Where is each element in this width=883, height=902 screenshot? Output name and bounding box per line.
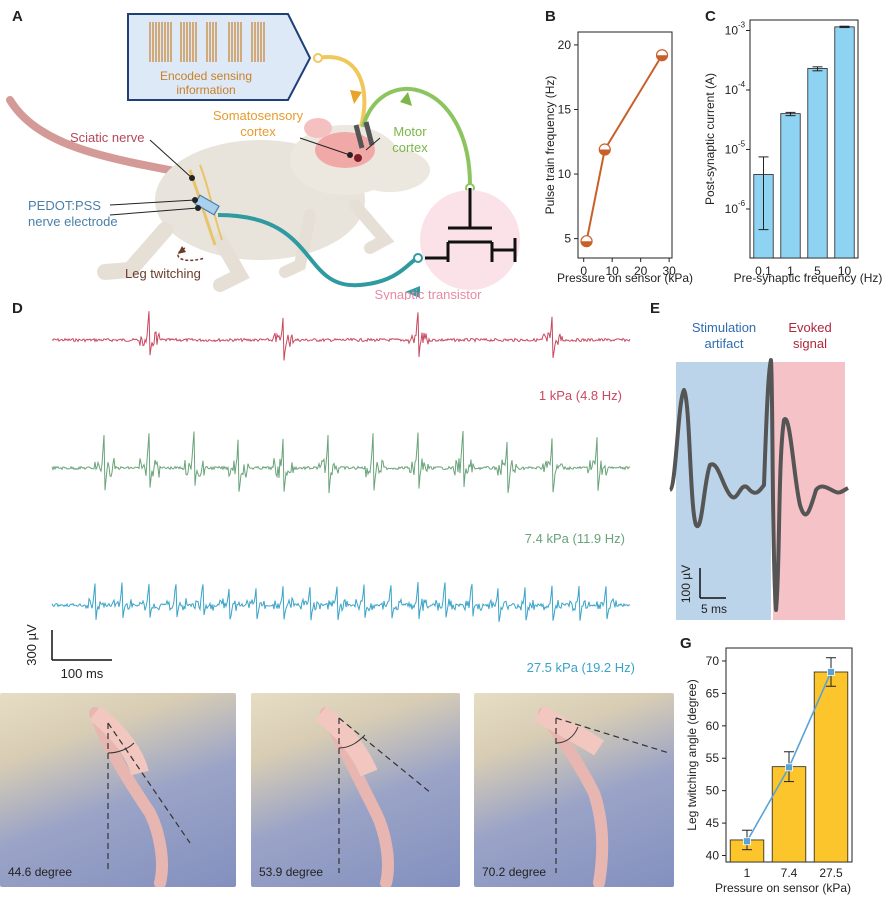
chart-c-ytick-label: 10 [725,83,739,97]
chart-g-ytick-label: 50 [706,784,720,798]
motor-label-2: cortex [392,140,428,155]
scale-time-label: 100 ms [61,666,104,681]
chart-g-bar [813,671,849,863]
evoked-waveform [668,358,849,612]
chart-c-ytick-exp: -5 [738,139,746,148]
chart-b-xtick-label: 0 [580,264,587,278]
chart-c-ytick-exp: -6 [738,199,746,208]
spike-raster [149,22,265,62]
chart-g-bar [771,766,807,863]
chart-g-xlabel: Pressure on sensor (kPa) [715,881,851,895]
panel-label-g: G [680,635,692,652]
chart-g-ytick-label: 40 [706,849,720,863]
trace-1 [51,311,631,361]
photo-leg-3: 70.2 degree [474,693,674,887]
chart-g-point [827,668,835,676]
pedot-label-1: PEDOT:PSS [28,198,101,213]
chart-b-point [598,143,611,156]
chart-c-xtick-label: 0.1 [755,264,772,278]
panel-label-d: D [12,300,23,317]
somatosensory-label-2: cortex [240,124,276,139]
photo-caption-2: 53.9 degree [259,865,324,879]
chart-b-ytick-label: 5 [564,232,571,246]
chart-c-ylabel: Post-synaptic current (A) [703,73,717,205]
chart-g-ytick-label: 55 [706,751,720,765]
chart-c-ytick-label: 10 [725,202,739,216]
stim-label-2: artifact [704,336,743,351]
chart-g-ytick-label: 65 [706,686,720,700]
chart-c-ytick-exp: -4 [738,80,746,89]
chart-b-point [580,235,593,248]
chart-g-ylabel: Leg twitching angle (degree) [685,679,699,830]
chart-b-ytick-label: 15 [558,102,572,116]
panel-label-a: A [12,8,23,25]
chart-b-line [585,54,663,242]
chart-g-xtick-label: 1 [744,866,751,880]
chart-b-ytick-label: 20 [558,38,572,52]
e-scale-time: 5 ms [701,602,727,616]
evoked-label-2: signal [793,336,827,351]
encoded-sensing-box: Encoded sensing information [127,13,312,101]
chart-g-point [743,837,751,846]
chart-b-xtick-label: 20 [634,264,648,278]
chart-g-ytick-label: 70 [706,654,720,668]
chart-c-ytick-exp: -3 [738,20,746,29]
chart-b-xtick-label: 30 [662,264,676,278]
chart-c-ytick-label: 10 [725,23,739,37]
synaptic-transistor-symbol [420,188,520,290]
trace-label-1: 1 kPa (4.8 Hz) [539,388,622,403]
panel-e-waveform: Stimulation artifact Evoked signal 100 µ… [668,320,849,620]
chart-g-point [785,763,793,772]
chart-g-xtick-label: 27.5 [819,866,843,880]
trace-label-2: 7.4 kPa (11.9 Hz) [525,531,625,546]
photo-leg-2: 53.9 degree [251,693,460,887]
somatosensory-label-1: Somatosensory [213,108,304,123]
panel-a-illustration: Encoded sensing information [6,13,520,300]
trace-2 [51,430,631,494]
chart-c-bar [834,26,855,259]
stim-label-1: Stimulation [692,320,756,335]
chart-c-bar [807,68,828,259]
chart-c-bar [780,113,801,259]
synaptic-transistor-label: Synaptic transistor [375,287,483,300]
chart-c-xlabel: Pre-synaptic frequency (Hz) [734,271,883,285]
photo-caption-3: 70.2 degree [482,865,547,879]
trace-3 [51,582,631,622]
chart-b-xtick-label: 10 [606,264,620,278]
e-scale-voltage: 100 µV [679,565,693,603]
encoded-title: Encoded sensing [160,69,252,83]
chart-c-xtick-label: 1 [787,264,794,278]
trace-label-3: 27.5 kPa (19.2 Hz) [527,660,635,675]
chart-b-xlabel: Pressure on sensor (kPa) [557,271,693,285]
chart-b-ytick-label: 10 [558,167,572,181]
panel-label-b: B [545,8,556,25]
photo-caption-1: 44.6 degree [8,865,73,879]
chart-g-xtick-label: 7.4 [781,866,798,880]
motor-label-1: Motor [393,124,427,139]
photo-leg-1: 44.6 degree [0,693,236,887]
chart-g-ytick-label: 60 [706,719,720,733]
chart-b-point [655,49,669,62]
encoded-subtitle: information [176,83,235,97]
panel-label-e: E [650,300,661,317]
chart-b-frame [577,31,673,259]
chart-c-frame [749,19,859,259]
scale-voltage-label: 300 µV [24,624,39,666]
chart-c-xtick-label: 10 [838,264,852,278]
chart-g-ytick-label: 45 [706,816,720,830]
chart-c-ytick-label: 10 [725,142,739,156]
chart-b-ylabel: Pulse train frequency (Hz) [543,76,557,215]
leg-twitching-label: Leg twitching [125,266,201,281]
sciatic-nerve-label: Sciatic nerve [70,130,144,145]
panel-label-c: C [705,8,716,25]
panel-d-traces: 300 µV 100 ms 1 kPa (4.8 Hz) 7.4 kPa (11… [24,311,635,681]
chart-c-xtick-label: 5 [814,264,821,278]
evoked-label-1: Evoked [788,320,831,335]
pedot-label-2: nerve electrode [28,214,118,229]
